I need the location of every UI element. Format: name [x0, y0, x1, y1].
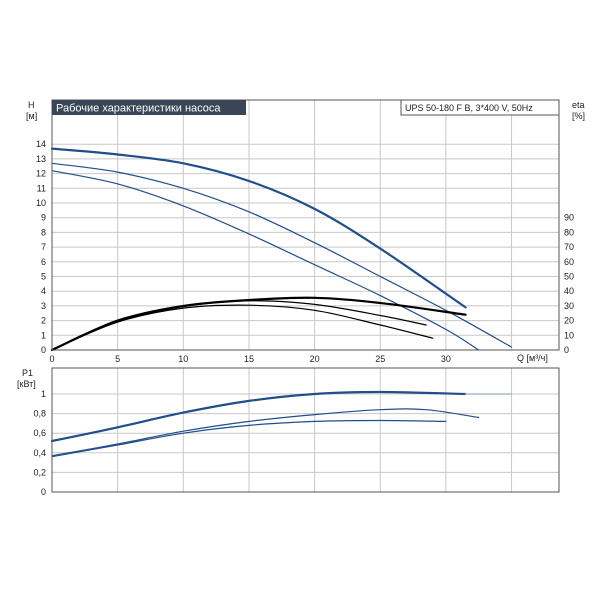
x-tick-label: 10 [178, 354, 188, 364]
y-tick-label: 12 [36, 169, 46, 179]
head-chart-grid [51, 100, 559, 351]
x-axis-label: Q [м³/ч] [517, 353, 548, 363]
power-tick-label: 0,6 [33, 428, 46, 438]
x-tick-label: 5 [115, 354, 120, 364]
power-axis-label-name: P1 [22, 368, 33, 378]
y2-tick-label: 50 [564, 272, 574, 282]
power-tick-label: 0,4 [33, 448, 46, 458]
chart-title-banner [52, 100, 246, 115]
y-axis-label-unit: [м] [26, 111, 37, 121]
power-chart-ticks: 0 0,2 0,4 0,6 0,8 1 [33, 389, 46, 497]
y2-tick-label: 0 [564, 345, 569, 355]
head-chart-ticks: 0 5 10 15 20 25 300123456789101112131401020304… [36, 139, 574, 364]
y2-tick-label: 90 [564, 213, 574, 223]
power-curve [51, 419, 447, 458]
y2-tick-label: 80 [564, 227, 574, 237]
y-axis-label-name: H [28, 100, 35, 110]
y2-tick-label: 30 [564, 301, 574, 311]
power-tick-label: 0 [41, 487, 46, 497]
y2-axis-label-name: eta [572, 100, 585, 110]
efficiency-curve [51, 300, 427, 351]
y-tick-label: 11 [37, 183, 46, 193]
power-tick-label: 0,2 [33, 467, 46, 477]
y-tick-label: 1 [41, 330, 46, 340]
y2-tick-label: 40 [564, 286, 574, 296]
y-tick-label: 8 [41, 227, 46, 237]
head-curve [51, 162, 513, 348]
y2-tick-label: 10 [564, 330, 574, 340]
y-tick-label: 9 [41, 213, 46, 223]
power-tick-label: 1 [41, 389, 46, 399]
y-tick-label: 6 [41, 257, 46, 267]
head-curve [51, 170, 480, 351]
power-chart-grid [51, 368, 559, 493]
x-tick-label: 15 [244, 354, 254, 364]
y-tick-label: 3 [41, 301, 46, 311]
y-tick-label: 0 [41, 345, 46, 355]
y-tick-label: 13 [36, 154, 46, 164]
head-chart-series [50, 147, 513, 352]
x-tick-label: 0 [49, 354, 54, 364]
model-label: UPS 50-180 F B, 3*400 V, 50Hz [405, 103, 533, 113]
efficiency-curve [50, 296, 467, 352]
y2-tick-label: 70 [564, 242, 574, 252]
y-tick-label: 4 [41, 286, 46, 296]
head-curve [50, 147, 467, 309]
y-tick-label: 7 [41, 242, 46, 252]
y-tick-label: 10 [36, 198, 46, 208]
power-curve [50, 390, 467, 443]
y2-tick-label: 20 [564, 316, 574, 326]
power-tick-label: 0,8 [33, 409, 46, 419]
x-tick-label: 30 [441, 354, 451, 364]
power-curve [51, 408, 480, 457]
power-chart-series [50, 390, 513, 458]
y2-axis-label-unit: [%] [572, 111, 585, 121]
chart-title: Рабочие характеристики насоса [56, 103, 221, 115]
efficiency-curve [51, 304, 434, 351]
x-tick-label: 20 [310, 354, 320, 364]
x-tick-label: 25 [375, 354, 385, 364]
y-tick-label: 5 [41, 272, 46, 282]
head-chart-frame [51, 99, 560, 351]
power-axis-label-unit: [кВт] [17, 379, 36, 389]
y-tick-label: 2 [41, 316, 46, 326]
y-tick-label: 14 [36, 139, 46, 149]
model-label-box [400, 99, 560, 116]
y2-tick-label: 60 [564, 257, 574, 267]
power-chart-frame [51, 367, 560, 493]
